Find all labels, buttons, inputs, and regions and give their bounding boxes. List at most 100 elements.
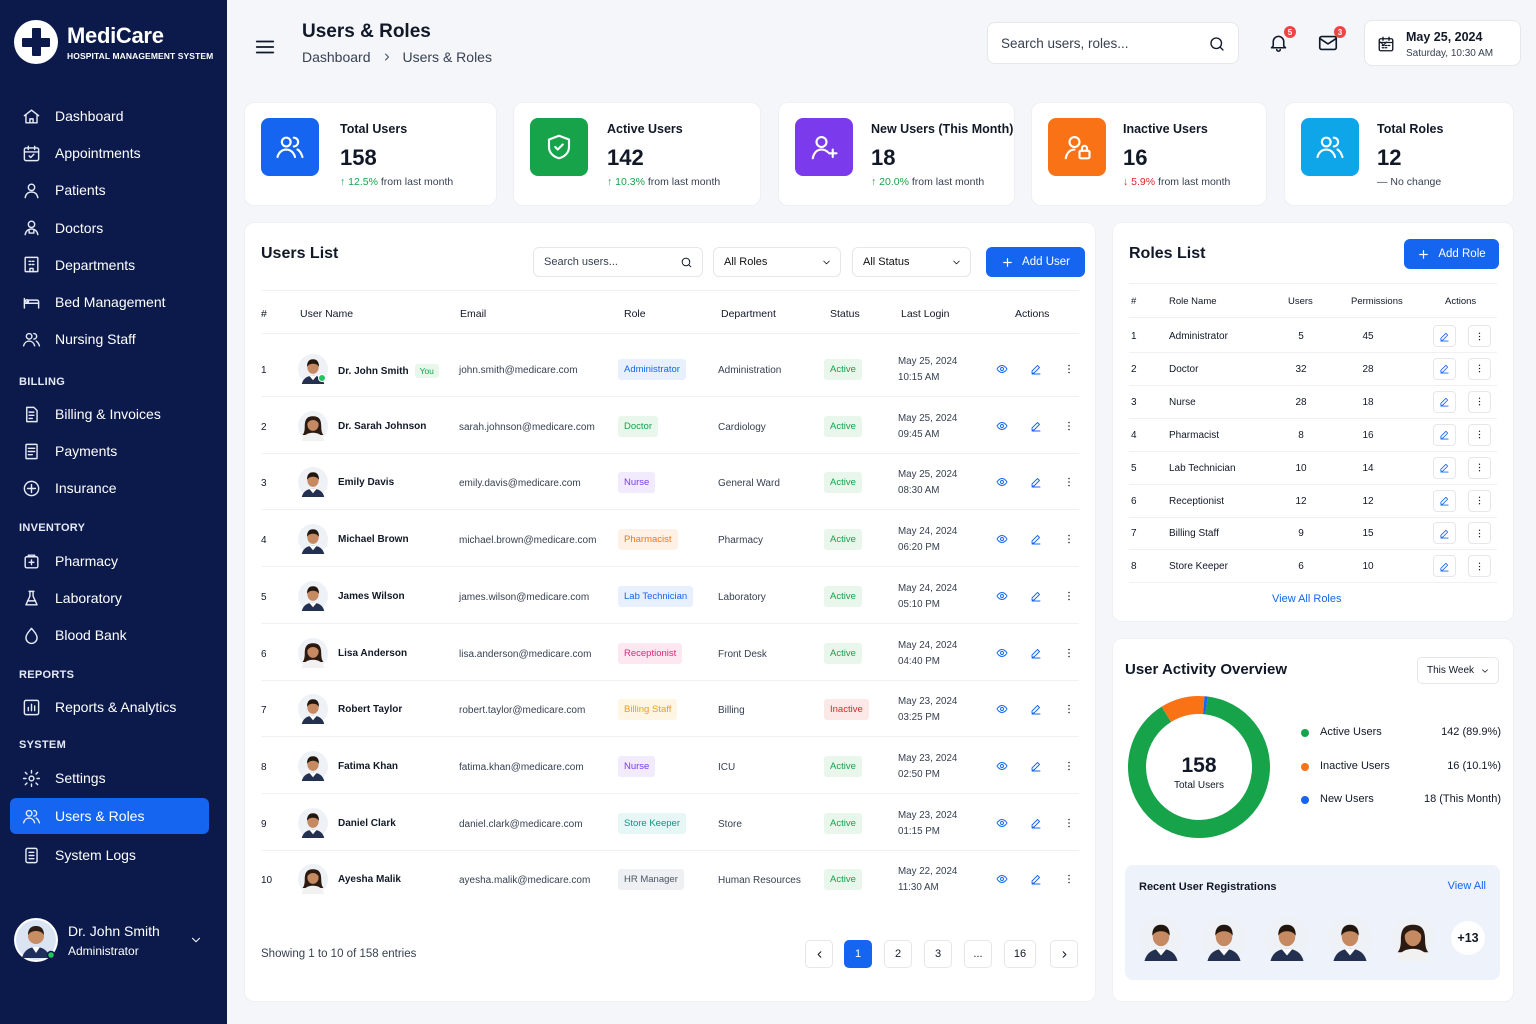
view-button[interactable] bbox=[992, 472, 1012, 492]
edit-button[interactable] bbox=[1026, 359, 1046, 379]
col-email[interactable]: Email bbox=[460, 308, 487, 320]
table-row[interactable]: 5 James Wilson james.wilson@medicare.com La… bbox=[245, 567, 1095, 624]
edit-role-button[interactable] bbox=[1433, 555, 1456, 578]
edit-button[interactable] bbox=[1026, 643, 1046, 663]
search-input[interactable] bbox=[1001, 35, 1201, 51]
more-options-button[interactable] bbox=[1059, 643, 1079, 663]
menu-icon[interactable] bbox=[254, 36, 276, 58]
col-permissions[interactable]: Permissions bbox=[1351, 296, 1403, 307]
page-button[interactable]: 16 bbox=[1004, 940, 1036, 968]
edit-role-button[interactable] bbox=[1433, 325, 1456, 347]
sidebar-item-departments[interactable]: Departments bbox=[10, 247, 209, 283]
col-role[interactable]: Role bbox=[624, 308, 646, 320]
user-name[interactable]: Ayesha Malik bbox=[338, 874, 401, 885]
view-button[interactable] bbox=[992, 359, 1012, 379]
edit-button[interactable] bbox=[1026, 756, 1046, 776]
sidebar-item-appointments[interactable]: Appointments bbox=[10, 135, 209, 171]
role-row[interactable]: 6 Receptionist 12 12 bbox=[1113, 485, 1513, 518]
table-row[interactable]: 1 Dr. John Smith You john.smith@medicare.co… bbox=[245, 340, 1095, 397]
edit-button[interactable] bbox=[1026, 586, 1046, 606]
edit-role-button[interactable] bbox=[1433, 456, 1456, 479]
user-name[interactable]: Fatima Khan bbox=[338, 761, 398, 772]
breadcrumb-dashboard[interactable]: Dashboard bbox=[302, 49, 371, 65]
edit-role-button[interactable] bbox=[1433, 357, 1456, 380]
users-search[interactable] bbox=[533, 247, 703, 277]
edit-role-button[interactable] bbox=[1433, 522, 1456, 545]
role-more-button[interactable] bbox=[1468, 390, 1491, 413]
sidebar-item-blood-bank[interactable]: Blood Bank bbox=[10, 617, 209, 653]
date-picker[interactable]: May 25, 2024 Saturday, 10:30 AM bbox=[1364, 20, 1521, 66]
add-user-button[interactable]: Add User bbox=[986, 247, 1085, 277]
role-row[interactable]: 7 Billing Staff 9 15 bbox=[1113, 517, 1513, 550]
role-more-button[interactable] bbox=[1468, 555, 1491, 578]
more-options-button[interactable] bbox=[1059, 586, 1079, 606]
edit-button[interactable] bbox=[1026, 699, 1046, 719]
sidebar-item-billing-invoices[interactable]: Billing & Invoices bbox=[10, 396, 209, 432]
table-row[interactable]: 9 Daniel Clark daniel.clark@medicare.com St… bbox=[245, 794, 1095, 851]
role-row[interactable]: 8 Store Keeper 6 10 bbox=[1113, 550, 1513, 583]
search-icon[interactable] bbox=[1208, 35, 1226, 53]
edit-role-button[interactable] bbox=[1433, 423, 1456, 446]
edit-role-button[interactable] bbox=[1433, 390, 1456, 413]
sidebar-item-users-roles[interactable]: Users & Roles bbox=[10, 798, 209, 834]
more-options-button[interactable] bbox=[1059, 813, 1079, 833]
sidebar-item-laboratory[interactable]: Laboratory bbox=[10, 580, 209, 616]
role-row[interactable]: 4 Pharmacist 8 16 bbox=[1113, 419, 1513, 452]
col-status[interactable]: Status bbox=[830, 308, 860, 320]
page-button[interactable]: 3 bbox=[924, 940, 952, 968]
user-name[interactable]: Dr. John Smith You bbox=[338, 364, 439, 378]
view-button[interactable] bbox=[992, 699, 1012, 719]
messages-button[interactable]: 3 bbox=[1317, 26, 1346, 54]
role-row[interactable]: 1 Administrator 5 45 bbox=[1113, 320, 1513, 353]
page-button[interactable]: ... bbox=[964, 940, 992, 968]
role-more-button[interactable] bbox=[1468, 489, 1491, 512]
edit-button[interactable] bbox=[1026, 416, 1046, 436]
sidebar-item-payments[interactable]: Payments bbox=[10, 433, 209, 469]
sidebar-user[interactable]: Dr. John Smith Administrator bbox=[14, 918, 209, 962]
table-row[interactable]: 3 Emily Davis emily.davis@medicare.com Nurs… bbox=[245, 453, 1095, 510]
status-filter[interactable]: All Status bbox=[852, 247, 971, 277]
sidebar-item-bed-management[interactable]: Bed Management bbox=[10, 284, 209, 320]
col-last-login[interactable]: Last Login bbox=[901, 308, 950, 320]
view-button[interactable] bbox=[992, 529, 1012, 549]
more-options-button[interactable] bbox=[1059, 416, 1079, 436]
role-row[interactable]: 2 Doctor 32 28 bbox=[1113, 353, 1513, 386]
role-row[interactable]: 5 Lab Technician 10 14 bbox=[1113, 452, 1513, 485]
view-all-roles-link[interactable]: View All Roles bbox=[1272, 593, 1342, 605]
sidebar-item-reports-analytics[interactable]: Reports & Analytics bbox=[10, 689, 209, 725]
more-options-button[interactable] bbox=[1059, 472, 1079, 492]
table-row[interactable]: 4 Michael Brown michael.brown@medicare.com… bbox=[245, 510, 1095, 567]
sidebar-item-system-logs[interactable]: System Logs bbox=[10, 837, 209, 873]
logo[interactable]: MediCare HOSPITAL MANAGEMENT SYSTEM bbox=[14, 20, 213, 64]
sidebar-item-doctors[interactable]: Doctors bbox=[10, 210, 209, 246]
table-row[interactable]: 10 Ayesha Malik ayesha.malik@medicare.com H… bbox=[245, 850, 1095, 907]
recent-user-avatar[interactable] bbox=[1391, 917, 1435, 961]
view-button[interactable] bbox=[992, 756, 1012, 776]
user-name[interactable]: James Wilson bbox=[338, 591, 405, 602]
chevron-down-icon[interactable] bbox=[189, 933, 203, 947]
table-row[interactable]: 2 Dr. Sarah Johnson sarah.johnson@medicare… bbox=[245, 397, 1095, 454]
more-options-button[interactable] bbox=[1059, 529, 1079, 549]
edit-role-button[interactable] bbox=[1433, 489, 1456, 512]
view-button[interactable] bbox=[992, 869, 1012, 889]
role-more-button[interactable] bbox=[1468, 357, 1491, 380]
role-filter[interactable]: All Roles bbox=[713, 247, 841, 277]
sidebar-item-settings[interactable]: Settings bbox=[10, 760, 209, 796]
add-role-button[interactable]: Add Role bbox=[1404, 239, 1499, 269]
users-search-input[interactable] bbox=[544, 256, 674, 268]
table-row[interactable]: 6 Lisa Anderson lisa.anderson@medicare.com… bbox=[245, 624, 1095, 681]
sidebar-item-pharmacy[interactable]: Pharmacy bbox=[10, 543, 209, 579]
role-row[interactable]: 3 Nurse 28 18 bbox=[1113, 386, 1513, 419]
user-name[interactable]: Daniel Clark bbox=[338, 818, 396, 829]
role-more-button[interactable] bbox=[1468, 325, 1491, 347]
prev-page-button[interactable] bbox=[805, 940, 833, 968]
period-select[interactable]: This Week bbox=[1417, 657, 1499, 684]
page-button[interactable]: 1 bbox=[844, 940, 872, 968]
edit-button[interactable] bbox=[1026, 472, 1046, 492]
view-button[interactable] bbox=[992, 813, 1012, 833]
recent-view-all-link[interactable]: View All bbox=[1447, 880, 1486, 892]
edit-button[interactable] bbox=[1026, 529, 1046, 549]
recent-user-avatar[interactable] bbox=[1265, 917, 1309, 961]
sidebar-item-nursing-staff[interactable]: Nursing Staff bbox=[10, 321, 209, 357]
more-options-button[interactable] bbox=[1059, 756, 1079, 776]
